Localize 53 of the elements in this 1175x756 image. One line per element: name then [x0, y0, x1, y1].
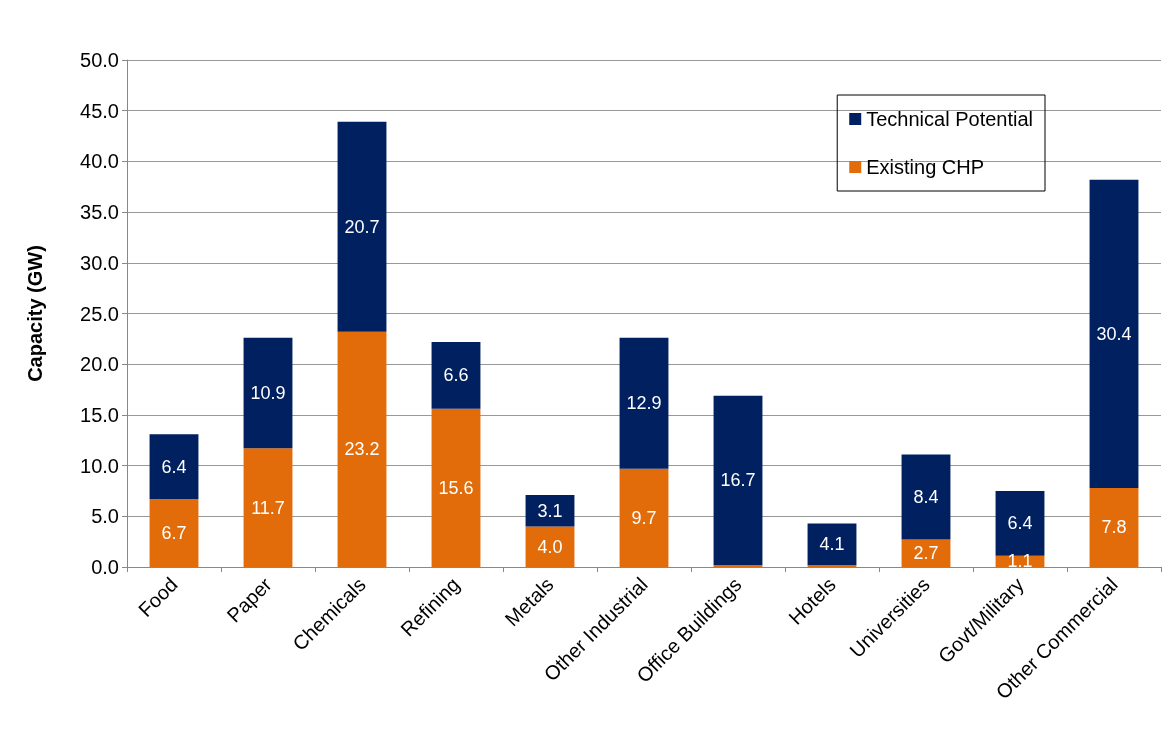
bar — [807, 564, 857, 567]
bar — [713, 395, 763, 565]
data-label: 6.4 — [1007, 513, 1033, 534]
bar — [337, 331, 387, 567]
data-label: 16.7 — [720, 470, 756, 491]
y-tick-label: 40.0 — [80, 150, 119, 173]
bar — [713, 564, 763, 567]
bar — [901, 454, 951, 540]
bar — [243, 448, 293, 567]
y-tick-label: 20.0 — [80, 353, 119, 376]
y-tick-label: 45.0 — [80, 99, 119, 122]
bar — [995, 490, 1045, 556]
bar — [149, 434, 199, 500]
data-label: 1.1 — [1007, 551, 1033, 572]
data-label: 4.0 — [537, 536, 563, 557]
y-tick-label: 15.0 — [80, 403, 119, 426]
y-tick-label: 25.0 — [80, 302, 119, 325]
bar — [149, 499, 199, 567]
data-label: 4.1 — [819, 534, 845, 555]
data-label: 9.7 — [631, 507, 657, 528]
y-tick-label: 0.0 — [91, 556, 119, 578]
data-label: 7.8 — [1101, 517, 1127, 538]
bar — [337, 121, 387, 332]
y-tick-label: 30.0 — [80, 251, 119, 274]
y-tick-label: 10.0 — [80, 454, 119, 477]
legend-label: Existing CHP — [866, 156, 985, 178]
data-label: 8.4 — [913, 487, 939, 508]
bar — [431, 341, 481, 409]
data-label: 6.6 — [443, 365, 469, 386]
y-axis-title: Capacity (GW) — [24, 245, 46, 382]
bar — [807, 523, 857, 565]
y-tick-label: 5.0 — [91, 505, 119, 528]
bar — [1089, 487, 1139, 567]
bar — [619, 337, 669, 469]
data-label: 10.9 — [250, 383, 286, 404]
data-label: 6.4 — [161, 456, 187, 477]
bar — [243, 337, 293, 449]
bar — [1089, 179, 1139, 488]
bar — [431, 408, 481, 567]
bar — [525, 526, 575, 567]
data-label: 23.2 — [344, 439, 380, 460]
data-label: 30.4 — [1096, 323, 1132, 344]
data-label: 20.7 — [344, 216, 380, 237]
data-label: 2.7 — [913, 543, 939, 564]
y-tick-label: 50.0 — [80, 49, 119, 71]
data-label: 11.7 — [251, 497, 285, 518]
legend-label: Technical Potential — [866, 108, 1034, 130]
data-label: 15.6 — [438, 477, 474, 498]
data-label: 12.9 — [626, 393, 662, 414]
y-tick-label: 35.0 — [80, 201, 119, 224]
data-label: 6.7 — [161, 523, 187, 544]
data-label: 3.1 — [537, 500, 563, 521]
bar — [619, 468, 669, 567]
